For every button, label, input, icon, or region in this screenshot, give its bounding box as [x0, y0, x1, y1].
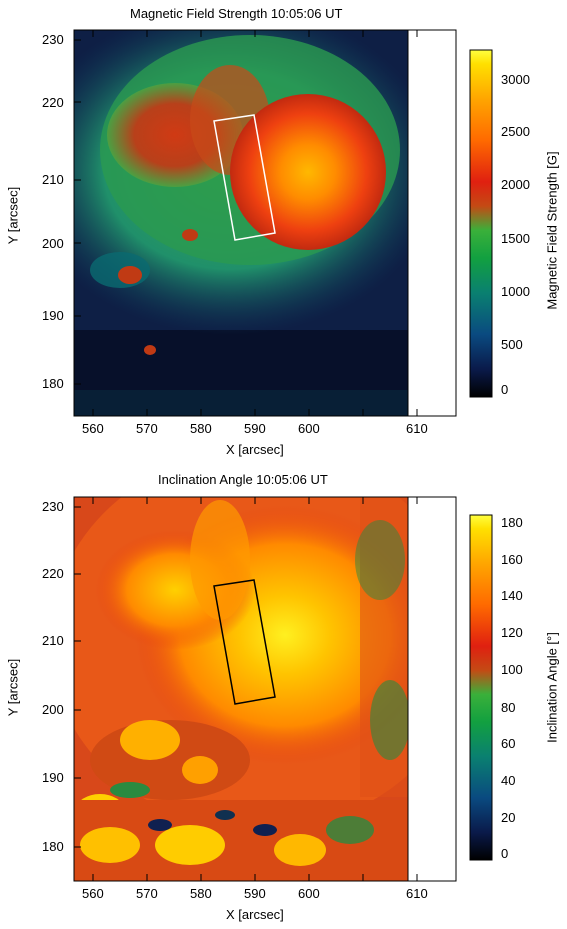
panel2-axis-ticks [74, 497, 418, 881]
panel2-image [74, 497, 408, 881]
panel1-colorbar [469, 49, 493, 398]
panel1-cbar-tick: 2500 [501, 124, 530, 139]
panel1-xlabel: X [arcsec] [226, 442, 284, 457]
panel2-cbar-tick: 40 [501, 773, 516, 788]
panel1-xtick: 590 [244, 421, 266, 436]
panel1-ytick: 230 [42, 32, 64, 47]
panel2-selection-box [213, 579, 276, 705]
panel2-cbar-tick: 0 [501, 846, 509, 861]
panel2-ytick: 180 [42, 839, 64, 854]
panel2-ytick: 190 [42, 770, 64, 785]
panel1-ytick: 200 [42, 236, 64, 251]
panel1-ylabel: Y [arcsec] [5, 186, 21, 245]
panel1-colorbar-label: Magnetic Field Strength [G] [544, 151, 560, 310]
panel2-cbar-tick: 60 [501, 736, 516, 751]
panel2-colorbar [469, 514, 493, 861]
panel1-title: Magnetic Field Strength 10:05:06 UT [130, 6, 343, 21]
panel2-ytick: 230 [42, 499, 64, 514]
panel2-title: Inclination Angle 10:05:06 UT [158, 472, 328, 487]
panel1-ytick: 190 [42, 308, 64, 323]
panel2-ytick: 210 [42, 633, 64, 648]
panel2-cbar-tick: 160 [501, 552, 523, 567]
panel1-xtick: 580 [190, 421, 212, 436]
panel1-cbar-tick: 1000 [501, 284, 530, 299]
panel2-xtick: 610 [406, 886, 428, 901]
panel1-cbar-tick: 1500 [501, 231, 530, 246]
panel2-xtick: 590 [244, 886, 266, 901]
panel1-xtick: 610 [406, 421, 428, 436]
panel2-cbar-tick: 20 [501, 810, 516, 825]
panel2-cbar-tick: 140 [501, 588, 523, 603]
panel2-xlabel: X [arcsec] [226, 907, 284, 922]
panel2-xtick: 570 [136, 886, 158, 901]
panel1-image [74, 30, 408, 416]
panel1-cbar-tick: 3000 [501, 72, 530, 87]
panel1-ytick: 210 [42, 172, 64, 187]
panel2-cbar-tick: 100 [501, 662, 523, 677]
panel2-xtick: 560 [82, 886, 104, 901]
panel2-cbar-tick: 80 [501, 700, 516, 715]
panel2-xtick: 580 [190, 886, 212, 901]
panel1-cbar-tick: 0 [501, 382, 509, 397]
panel2-colorbar-label: Inclination Angle [°] [544, 632, 560, 743]
panel2-ytick: 200 [42, 702, 64, 717]
panel2-xtick: 600 [298, 886, 320, 901]
panel1-xtick: 560 [82, 421, 104, 436]
panel1-selection-box [213, 114, 276, 241]
panel2-ylabel: Y [arcsec] [5, 658, 21, 717]
panel2-cbar-tick: 120 [501, 625, 523, 640]
panel1-ytick: 220 [42, 95, 64, 110]
panel2-ytick: 220 [42, 566, 64, 581]
panel1-xtick: 570 [136, 421, 158, 436]
panel1-ytick: 180 [42, 376, 64, 391]
panel1-xtick: 600 [298, 421, 320, 436]
panel1-cbar-tick: 500 [501, 337, 523, 352]
panel1-cbar-tick: 2000 [501, 177, 530, 192]
panel2-cbar-tick: 180 [501, 515, 523, 530]
panel1-axis-ticks [74, 30, 418, 416]
